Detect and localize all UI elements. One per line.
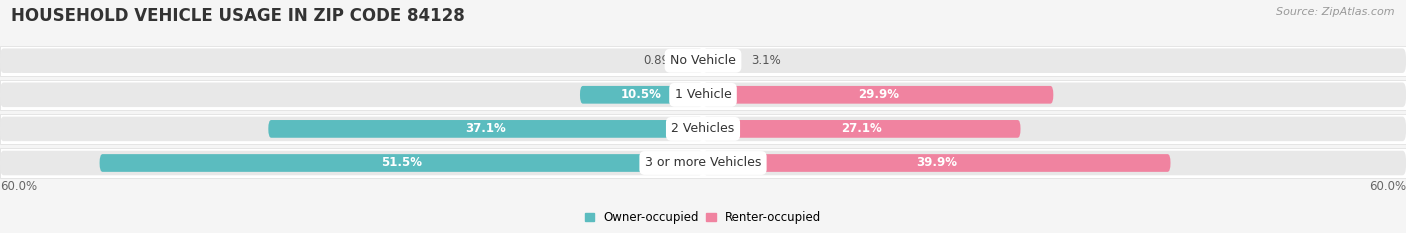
Text: 3 or more Vehicles: 3 or more Vehicles (645, 157, 761, 169)
Text: 3.1%: 3.1% (751, 54, 780, 67)
FancyBboxPatch shape (693, 52, 703, 70)
FancyBboxPatch shape (100, 154, 703, 172)
Text: 37.1%: 37.1% (465, 122, 506, 135)
FancyBboxPatch shape (703, 116, 1406, 141)
Text: 29.9%: 29.9% (858, 88, 898, 101)
FancyBboxPatch shape (0, 151, 703, 175)
Text: 51.5%: 51.5% (381, 157, 422, 169)
Text: 10.5%: 10.5% (621, 88, 662, 101)
FancyBboxPatch shape (0, 46, 1406, 76)
FancyBboxPatch shape (581, 86, 703, 104)
Text: No Vehicle: No Vehicle (671, 54, 735, 67)
FancyBboxPatch shape (703, 82, 1406, 107)
Text: 60.0%: 60.0% (0, 180, 37, 193)
FancyBboxPatch shape (0, 114, 1406, 144)
FancyBboxPatch shape (703, 151, 1406, 175)
FancyBboxPatch shape (0, 48, 703, 73)
FancyBboxPatch shape (269, 120, 703, 138)
FancyBboxPatch shape (703, 154, 1170, 172)
Text: 1 Vehicle: 1 Vehicle (675, 88, 731, 101)
Text: 0.89%: 0.89% (644, 54, 681, 67)
FancyBboxPatch shape (0, 80, 1406, 110)
FancyBboxPatch shape (703, 52, 740, 70)
Text: HOUSEHOLD VEHICLE USAGE IN ZIP CODE 84128: HOUSEHOLD VEHICLE USAGE IN ZIP CODE 8412… (11, 7, 465, 25)
Legend: Owner-occupied, Renter-occupied: Owner-occupied, Renter-occupied (579, 206, 827, 229)
FancyBboxPatch shape (703, 48, 1406, 73)
Text: 60.0%: 60.0% (1369, 180, 1406, 193)
FancyBboxPatch shape (0, 116, 703, 141)
FancyBboxPatch shape (0, 148, 1406, 178)
Text: 39.9%: 39.9% (917, 157, 957, 169)
FancyBboxPatch shape (0, 82, 703, 107)
Text: Source: ZipAtlas.com: Source: ZipAtlas.com (1277, 7, 1395, 17)
FancyBboxPatch shape (703, 120, 1021, 138)
FancyBboxPatch shape (703, 86, 1053, 104)
Text: 2 Vehicles: 2 Vehicles (672, 122, 734, 135)
Text: 27.1%: 27.1% (841, 122, 882, 135)
